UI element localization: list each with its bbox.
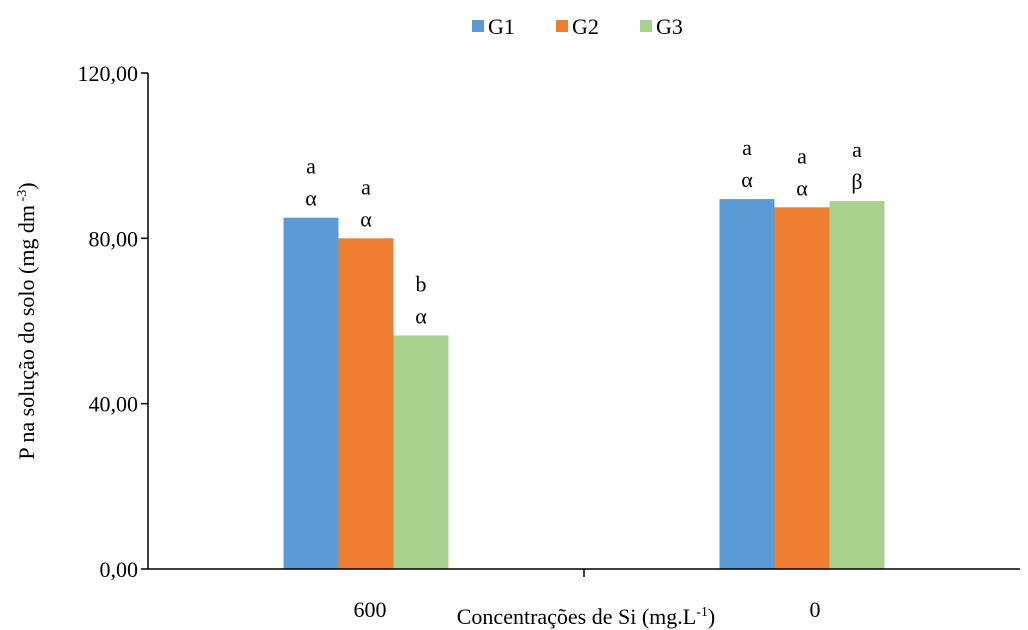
bar-annotation: a: [852, 137, 862, 162]
bar-annotation: a: [306, 154, 316, 179]
bar-annotation: α: [796, 175, 808, 200]
bar-g1-0: [719, 199, 775, 570]
x-axis-title: Concentrações de Si (mg.L-1): [457, 604, 716, 629]
bar-annotation: a: [797, 143, 807, 168]
y-tick-label: 0,00: [100, 557, 139, 582]
legend: G1 G2 G3: [472, 14, 683, 39]
legend-label-g3: G3: [656, 14, 683, 39]
axes: [147, 73, 1020, 570]
bar-annotation: a: [742, 135, 752, 160]
bar-annotation: α: [305, 186, 317, 211]
x-tick-label: 0: [810, 597, 821, 622]
legend-label-g2: G2: [572, 14, 599, 39]
bar-g2-0: [774, 207, 830, 570]
y-ticks: 0,00 40,00 80,00 120,00: [78, 61, 148, 582]
bars: [283, 199, 885, 570]
legend-swatch-g1: [472, 20, 484, 32]
x-tick-label: 600: [354, 597, 387, 622]
legend-swatch-g2: [556, 20, 568, 32]
bar-g1-600: [283, 217, 339, 569]
y-axis-title: P na solução do solo (mg dm -3): [14, 182, 39, 459]
y-tick-label: 80,00: [89, 226, 139, 251]
bar-annotation: a: [361, 174, 371, 199]
y-tick-label: 120,00: [78, 61, 139, 86]
bar-annotation: α: [415, 303, 427, 328]
bar-g3-0: [829, 201, 885, 569]
bar-g2-600: [338, 238, 394, 570]
y-tick-label: 40,00: [89, 392, 139, 417]
bar-annotation: β: [851, 169, 862, 194]
x-ticks: 600 0: [354, 569, 821, 622]
bar-annotation: α: [360, 206, 372, 231]
bar-annotation: b: [416, 271, 427, 296]
legend-label-g1: G1: [488, 14, 515, 39]
legend-swatch-g3: [640, 20, 652, 32]
bar-annotation: α: [741, 167, 753, 192]
bar-g3-600: [393, 335, 449, 569]
